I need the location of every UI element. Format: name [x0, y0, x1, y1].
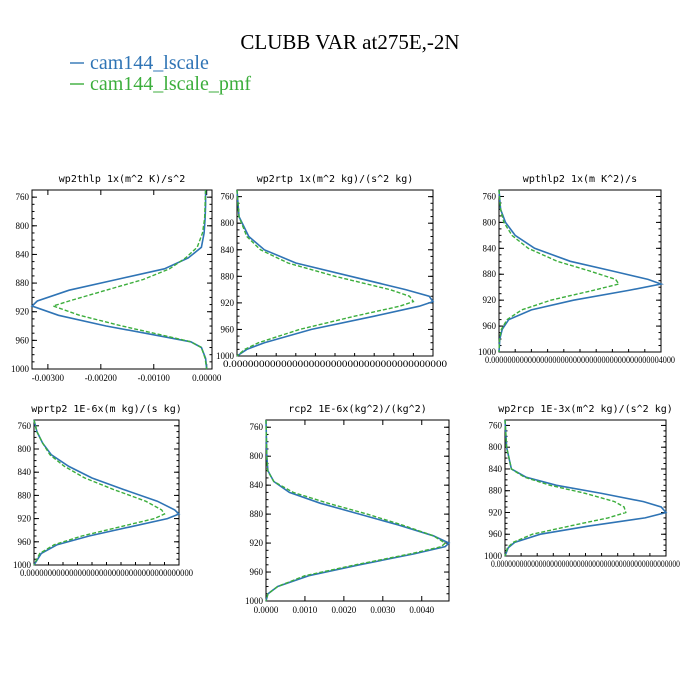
y-tick-label: 800 — [18, 444, 32, 454]
x-tick-label: -0.00300 — [32, 373, 65, 383]
panel-title: wprtp2 1E-6x(m kg)/(s kg) — [31, 404, 182, 415]
y-tick-label: 920 — [16, 307, 30, 317]
x-tick-label: -0.00200 — [85, 373, 118, 383]
x-tick-label: 0.0010 — [293, 605, 318, 615]
series-line-cam144_lscale — [236, 189, 435, 357]
panel-title: wpthlp2 1x(m K^2)/s — [523, 174, 637, 185]
y-tick-label: 1000 — [245, 596, 264, 606]
y-tick-label: 760 — [250, 422, 264, 432]
x-tick-label: -0.00100 — [138, 373, 171, 383]
y-tick-label: 880 — [18, 490, 32, 500]
figure-title: CLUBB VAR at275E,-2N — [240, 30, 459, 54]
y-tick-label: 960 — [18, 537, 32, 547]
y-tick-label: 880 — [16, 278, 30, 288]
x-tick-labels-overlapping: 0.00000000000000000000000000000000000000… — [20, 568, 193, 578]
y-tick-label: 840 — [221, 245, 235, 255]
panel-title: wp2thlp 1x(m^2 K)/s^2 — [59, 174, 185, 185]
y-tick-label: 840 — [489, 464, 503, 474]
y-tick-label: 880 — [250, 509, 264, 519]
y-tick-label: 880 — [489, 486, 503, 496]
plot-frame — [504, 419, 667, 557]
series-line-cam144_lscale_pmf — [265, 419, 447, 602]
x-tick-label: 0.0020 — [331, 605, 356, 615]
y-tick-label: 920 — [483, 295, 497, 305]
y-tick-label: 760 — [489, 420, 503, 430]
panel-3: wpthlp2 1x(m K^2)/s 760 800 840 880 920 960 100… — [478, 174, 675, 365]
y-tick-label: 800 — [221, 218, 235, 228]
x-tick-labels-overlapping: 0.00000000000000000000000000000000000000… — [485, 355, 675, 365]
y-tick-label: 920 — [221, 298, 235, 308]
y-tick-label: 960 — [221, 324, 235, 334]
panel-2: wp2rtp 1x(m^2 kg)/(s^2 kg) 760 800 840 880 92… — [216, 174, 448, 369]
y-tick-label: 1000 — [478, 347, 497, 357]
y-tick-label: 840 — [483, 243, 497, 253]
y-tick-label: 960 — [16, 335, 30, 345]
y-tick-label: 880 — [483, 269, 497, 279]
y-tick-label: 920 — [250, 538, 264, 548]
y-tick-label: 760 — [483, 191, 497, 201]
y-tick-label: 800 — [483, 217, 497, 227]
y-tick-label: 880 — [221, 271, 235, 281]
series-line-cam144_lscale — [498, 189, 665, 353]
plot-frame — [265, 419, 450, 602]
panel-title: rcp2 1E-6x(kg^2)/(kg^2) — [288, 404, 426, 415]
series-line-cam144_lscale_pmf — [504, 419, 627, 557]
series-line-cam144_lscale — [504, 419, 668, 557]
panel-5: rcp2 1E-6x(kg^2)/(kg^2) 760 800 840 880 920 96… — [245, 404, 451, 615]
y-tick-label: 1000 — [11, 364, 30, 374]
legend: cam144_lscale cam144_lscale_pmf — [70, 52, 251, 95]
y-tick-label: 960 — [489, 529, 503, 539]
legend-label-cam144_lscale: cam144_lscale — [90, 52, 209, 74]
series-line-cam144_lscale_pmf — [33, 419, 166, 566]
x-tick-labels-overlapping: 0.00000000000000000000000000000000000000… — [491, 559, 680, 569]
series-line-cam144_lscale — [30, 190, 208, 370]
y-tick-label: 840 — [18, 467, 32, 477]
x-tick-labels-overlapping: 0.00000000000000000000000000000000000000… — [223, 359, 448, 369]
series-line-cam144_lscale_pmf — [50, 189, 208, 370]
y-tick-label: 1000 — [216, 351, 235, 361]
y-tick-label: 760 — [16, 192, 30, 202]
y-tick-label: 840 — [250, 480, 264, 490]
y-tick-label: 1000 — [484, 551, 503, 561]
y-tick-label: 800 — [250, 451, 264, 461]
x-tick-label: 0.00000 — [192, 373, 222, 383]
x-tick-label: 0.0040 — [409, 605, 434, 615]
y-tick-label: 920 — [489, 507, 503, 517]
panel-title: wp2rtp 1x(m^2 kg)/(s^2 kg) — [257, 174, 414, 185]
y-tick-label: 1000 — [13, 560, 32, 570]
y-tick-label: 920 — [18, 514, 32, 524]
panels: wp2thlp 1x(m^2 K)/s^2 760 800 840 880 920 960 1… — [11, 174, 680, 615]
plot-frame — [31, 189, 213, 370]
y-tick-label: 760 — [18, 421, 32, 431]
y-tick-label: 800 — [489, 442, 503, 452]
series-line-cam144_lscale_pmf — [236, 189, 415, 357]
legend-label-cam144_lscale_pmf: cam144_lscale_pmf — [90, 73, 251, 95]
y-tick-label: 800 — [16, 221, 30, 231]
series-line-cam144_lscale — [33, 419, 181, 566]
plot-frame — [498, 189, 662, 353]
y-tick-label: 960 — [483, 321, 497, 331]
panel-4: wprtp2 1E-6x(m kg)/(s kg) 760 800 840 880 920… — [13, 404, 193, 578]
y-tick-label: 960 — [250, 567, 264, 577]
panel-6: wp2rcp 1E-3x(m^2 kg)/(s^2 kg) 760 800 840 88… — [484, 404, 680, 569]
y-tick-label: 840 — [16, 249, 30, 259]
y-tick-label: 760 — [221, 192, 235, 202]
series-line-cam144_lscale — [265, 419, 451, 602]
panel-title: wp2rcp 1E-3x(m^2 kg)/(s^2 kg) — [498, 404, 673, 415]
x-tick-label: 0.0000 — [254, 605, 279, 615]
plot-frame — [33, 419, 180, 566]
x-tick-label: 0.0030 — [370, 605, 395, 615]
panel-1: wp2thlp 1x(m^2 K)/s^2 760 800 840 880 920 960 1… — [11, 174, 222, 383]
series-line-cam144_lscale_pmf — [498, 189, 621, 353]
